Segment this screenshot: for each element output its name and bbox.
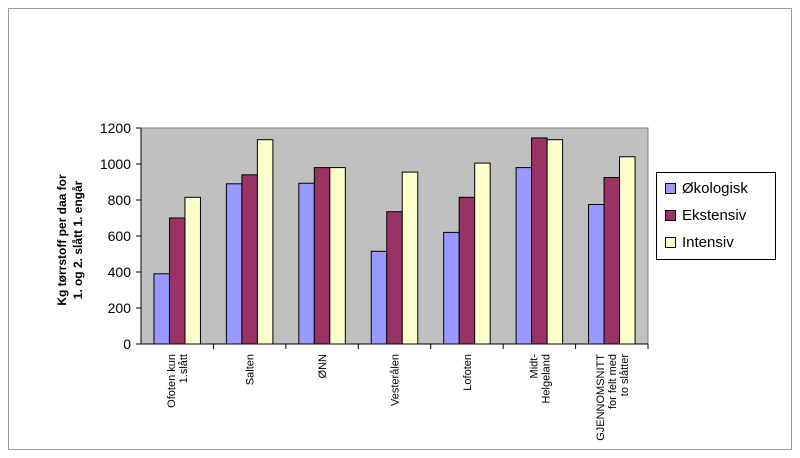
bar-intensiv-2	[329, 167, 346, 345]
bar-ekstensiv-3	[386, 211, 403, 345]
bar-intensiv-5	[546, 139, 564, 345]
legend-item-intensiv: Intensiv	[665, 231, 734, 253]
y-axis-title-line: Kg tørrstoff per daa for	[55, 174, 69, 306]
bar-ekstensiv-0	[168, 217, 186, 345]
legend-label-ekstensiv: Ekstensiv	[682, 206, 747, 224]
x-category-label: Lofoten	[462, 354, 474, 391]
legend-label-okologisk: Økologisk	[682, 179, 748, 197]
x-category-label-line: Ofoten kun	[166, 354, 178, 408]
bar-kologisk-2	[298, 182, 315, 345]
y-axis-title-line: 1. og 2. slått 1. engår	[71, 180, 85, 299]
x-category-label-line: to slåtter	[619, 354, 631, 397]
x-category-label-line: ØNN	[317, 354, 329, 379]
x-category-label: Vesterålen	[390, 354, 402, 406]
bar-kologisk-0	[153, 273, 170, 345]
y-tick-label: 200	[108, 300, 132, 316]
legend-swatch-ekstensiv	[665, 209, 676, 221]
x-category-label-line: Lofoten	[462, 354, 474, 391]
bar-ekstensiv-2	[313, 167, 331, 345]
bar-kologisk-3	[370, 250, 388, 345]
x-category-label-line: Vesterålen	[390, 354, 402, 406]
y-tick-label: 400	[108, 264, 132, 280]
bar-intensiv-0	[184, 196, 201, 345]
y-tick-label: 1200	[100, 120, 131, 136]
y-axis-title: Kg tørrstoff per daa for 1. og 2. slått 1…	[55, 174, 85, 306]
legend: Økologisk Ekstensiv Intensiv	[656, 172, 776, 260]
y-tick-label: 0	[123, 336, 131, 352]
x-category-label-line: Helgeland	[540, 354, 552, 404]
x-category-label: Salten	[245, 354, 257, 385]
bar-kologisk-6	[588, 204, 605, 345]
bar-ekstensiv-6	[603, 177, 621, 345]
bar-intensiv-6	[619, 156, 636, 345]
x-category-label: GJENNOMSNITT for felt med to slåtter	[595, 354, 631, 441]
x-category-label: Midt- Helgeland	[528, 354, 552, 404]
legend-swatch-intensiv	[665, 236, 676, 248]
x-category-label: ØNN	[317, 354, 329, 379]
legend-label-intensiv: Intensiv	[682, 233, 734, 251]
legend-item-ekstensiv: Ekstensiv	[665, 204, 746, 226]
x-category-label-line: Midt-	[528, 354, 540, 379]
y-tick-label: 800	[108, 192, 132, 208]
x-category-label-line: 1.slått	[178, 354, 190, 383]
bar-kologisk-1	[225, 183, 243, 345]
bar-kologisk-5	[515, 167, 533, 345]
bar-ekstensiv-5	[531, 137, 548, 345]
y-tick-label: 1000	[100, 156, 131, 172]
y-tick-label: 600	[108, 228, 132, 244]
x-category-label: Ofoten kun 1.slått	[166, 354, 190, 408]
legend-swatch-okologisk	[665, 182, 676, 194]
x-category-label-line: GJENNOMSNITT	[595, 354, 607, 441]
bar-intensiv-3	[401, 171, 419, 345]
legend-item-okologisk: Økologisk	[665, 177, 748, 199]
x-category-label-line: for felt med	[607, 354, 619, 409]
bar-intensiv-4	[474, 162, 491, 345]
bar-ekstensiv-1	[241, 174, 258, 345]
bar-ekstensiv-4	[458, 196, 476, 345]
x-category-label-line: Salten	[245, 354, 257, 385]
bar-intensiv-1	[256, 139, 274, 345]
bar-kologisk-4	[443, 231, 460, 345]
